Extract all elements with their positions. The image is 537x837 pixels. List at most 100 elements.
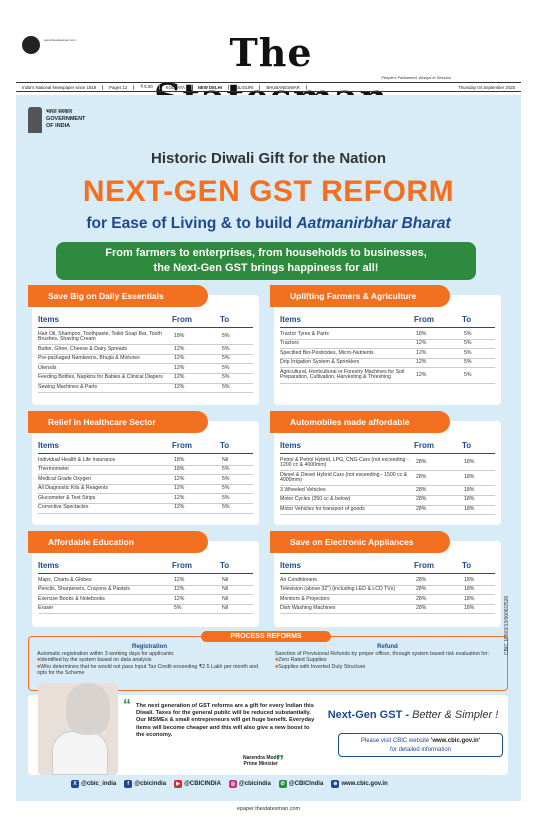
rate-to: 5% [222,475,230,482]
dateline-item: ₹ 5.00 [134,84,160,90]
item-name: Maps, Charts & Globes [38,576,92,583]
item-name: Corrective Spectacles [38,504,89,511]
rate-to: Nil [222,576,229,583]
table-row: Butter, Ghee, Cheese & Dairy Spreads 12% 5… [38,345,253,355]
item-name: Petrol & Petrol Hybrid, LPG, CNG Cars (n… [280,456,409,469]
cbic-code: CBIC 15502/13/0006/2526 [504,595,510,655]
rate-to: Nil [222,586,229,593]
item-name: All Diagnostic Kits & Reagents [38,485,109,492]
table-row: Specified Bio-Pesticides, Micro-Nutrient… [280,349,495,359]
qr-code-icon [22,36,40,54]
item-name: Motor Cycles (350 cc & below) [280,496,351,503]
x-icon: X [71,780,79,788]
masthead-tagline: People's Parliament, Always in Session [381,75,451,80]
masthead: www.thestatesman.com The Statesman Peopl… [16,30,521,120]
table-row: Motor Vehicles for transport of goods 28%… [280,506,495,516]
table-row: Pencils, Sharpeners, Crayons & Pastels 12… [38,586,253,596]
social-instagram[interactable]: ◎ @cbicindia [228,780,271,788]
card-title: Save Big on Daily Essentials [28,285,208,307]
heading-sub: for Ease of Living & to build Aatmanirbh… [86,215,451,232]
item-name: Glucometer & Test Strips [38,494,96,501]
rate-to: 5% [222,345,230,352]
column-header: Items [280,561,301,570]
refund-bullet: Supplies with Inverted Duty Structure [278,663,366,670]
visit-line: for detailed information [389,747,452,753]
next-gen-tagline-em: Better & Simpler ! [412,709,499,721]
facebook-icon: f [124,780,133,788]
social-x[interactable]: X @cbic_india [71,780,116,788]
rate-from: 28% [416,506,427,513]
table-row: All Diagnostic Kits & Reagents 12% 5% [38,485,253,495]
table-body: Hair Oil, Shampoo, Toothpaste, Toilet So… [38,330,253,394]
national-emblem-icon [28,107,42,133]
table-body: Air Conditioners 28% 18% Television (above … [280,576,495,615]
card-farmers-agriculture: Uplifting Farmers & Agriculture Items From… [270,285,501,405]
banner-line: From farmers to enterprises, from househ… [105,247,427,259]
social-whatsapp[interactable]: ✆ @CBICIndia [278,780,324,788]
social-facebook[interactable]: f @cbicindia [124,780,166,788]
rate-from: 12% [174,485,185,492]
table-row: Petrol & Petrol Hybrid, LPG, CNG Cars (n… [280,456,495,472]
column-header: From [172,441,192,450]
rate-to: 5% [464,371,472,378]
rate-to: 18% [464,576,475,583]
visit-website-box: Please visit CBIC website 'www.cbic.gov.… [338,733,503,757]
gov-line: भारत सरकार [46,109,73,115]
social-website[interactable]: ⊕ www.cbic.gov.in [331,780,388,788]
card-education: Affordable Education Items From To Maps, Cha… [28,531,259,627]
rate-from: 28% [416,605,427,612]
footer-url[interactable]: epaper.thestatesman.com [236,806,301,812]
rate-to: 5% [222,504,230,511]
rate-to: 5% [464,330,472,337]
table-row: Medical Grade Oxygen 12% 5% [38,475,253,485]
dateline-date: Thursday 04 September 2025 [458,84,515,90]
rate-from: 12% [174,475,185,482]
refund-column: Refund Sanction of Provisional Refunds b… [275,644,500,670]
rate-to: 18% [464,474,475,481]
rate-to: Nil [222,595,229,602]
column-header: Items [38,561,59,570]
gov-line: OF INDIA [46,123,71,129]
rate-to: 5% [222,466,230,473]
table-body: Maps, Charts & Globes 12% Nil Pencils, Shar… [38,576,253,615]
column-header: To [220,561,230,570]
cbic-website-link[interactable]: 'www.cbic.gov.in' [430,738,481,744]
column-header: Items [280,441,301,450]
rate-to: 18% [464,595,475,602]
item-name: Pencils, Sharpeners, Crayons & Pastels [38,586,130,593]
rate-from: 28% [416,586,427,593]
rate-from: 18% [174,456,185,463]
card-electronics: Save on Electronic Appliances Items From To… [270,531,501,627]
table-row: Dish Washing Machines 28% 18% [280,605,495,615]
table-row: Exercise Books & Notebooks 12% Nil [38,595,253,605]
table-row: Air Conditioners 28% 18% [280,576,495,586]
rate-from: 18% [416,330,427,337]
table-header: Items From To [280,315,495,328]
pm-quote: The next generation of GST reforms are a… [136,703,315,738]
heading-sub-emphasis: Aatmanirbhar Bharat [296,215,451,232]
column-header: From [414,561,434,570]
table-row: Motor Cycles (350 cc & below) 28% 18% [280,496,495,506]
item-name: Feeding Bottles, Napkins for Babies & Cl… [38,374,163,381]
pm-signature: Narendra Modi Prime Minister [243,755,278,767]
table-header: Items From To [280,561,495,574]
social-youtube[interactable]: ▶ @CBICINDIA [174,780,221,788]
item-name: Pre-packaged Namkeens, Bhujia & Mixtures [38,355,140,362]
rate-from: 28% [416,496,427,503]
pm-quote-box: “ The next generation of GST reforms are… [28,683,508,775]
table-row: Glucometer & Test Strips 12% 5% [38,494,253,504]
rate-to: 5% [222,494,230,501]
item-name: Eraser [38,605,54,612]
table-row: Maps, Charts & Globes 12% Nil [38,576,253,586]
card-title: Uplifting Farmers & Agriculture [270,285,450,307]
heading-top: Historic Diwali Gift for the Nation [150,150,386,167]
social-links: X @cbic_india f @cbicindia ▶ @CBICINDIA ◎ @c… [71,777,491,791]
green-banner: From farmers to enterprises, from househ… [56,242,476,280]
rate-from: 12% [174,345,185,352]
table-row: Agricultural, Horticultural or Forestry … [280,368,495,384]
item-name: Motor Vehicles for transport of goods [280,506,365,513]
column-header: From [414,441,434,450]
government-logo: भारत सरकार GOVERNMENT OF INDIA [28,107,98,141]
rate-to: 5% [222,355,230,362]
item-name: Monitors & Projectors [280,595,330,602]
